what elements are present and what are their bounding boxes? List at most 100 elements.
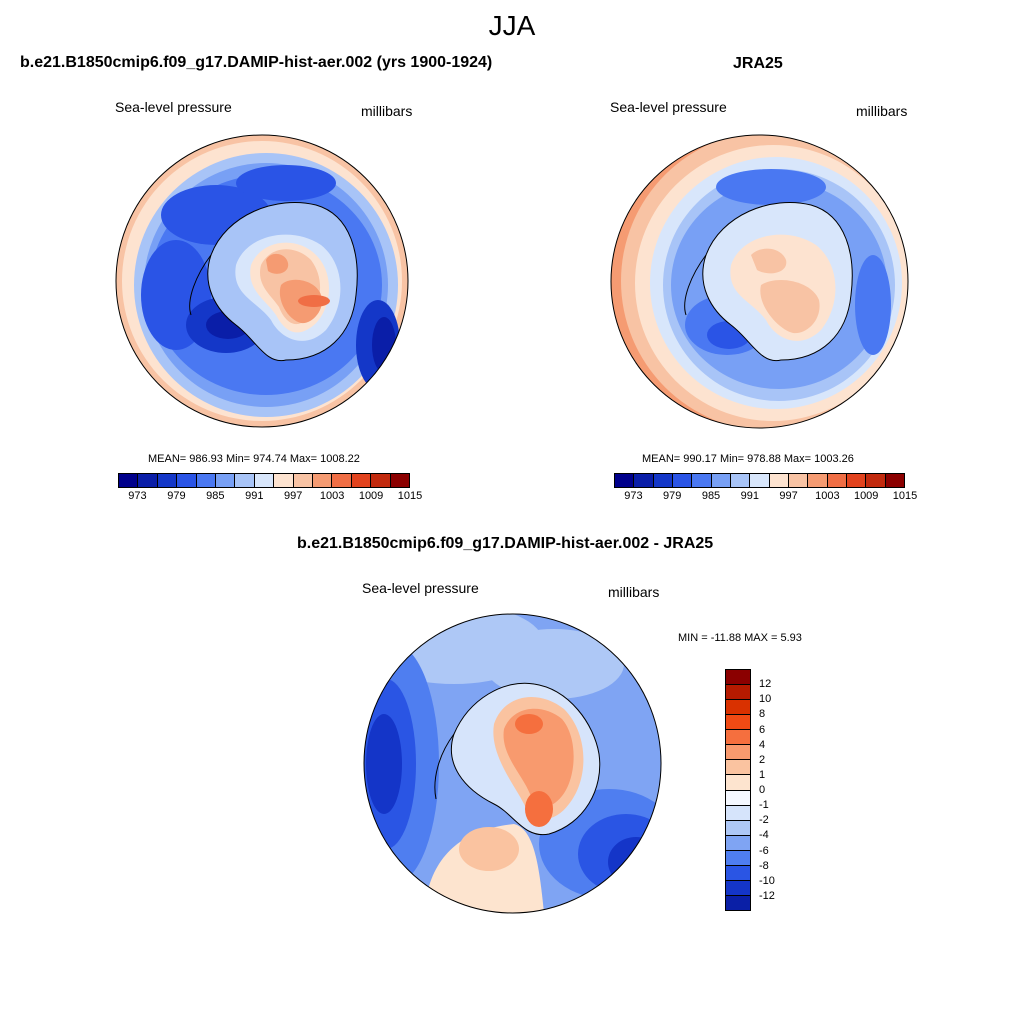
colorbar-cell bbox=[827, 474, 847, 487]
colorbar-tick-label: 1003 bbox=[815, 490, 840, 502]
panel2-units-label: millibars bbox=[856, 103, 908, 119]
colorbar-cell bbox=[711, 474, 731, 487]
colorbar-tick-label: 997 bbox=[284, 490, 303, 502]
panel3-peninsula bbox=[434, 733, 455, 800]
colorbar-cell bbox=[866, 474, 886, 487]
colorbar-cell bbox=[726, 700, 750, 716]
colorbar-cell bbox=[730, 474, 751, 487]
panel2-map bbox=[610, 134, 909, 429]
colorbar-tick-label: 6 bbox=[759, 723, 766, 736]
panel3-coastline bbox=[450, 682, 601, 836]
colorbar-tick-label: -1 bbox=[759, 799, 769, 812]
panel2-coastline bbox=[702, 201, 853, 362]
panel1-map bbox=[115, 134, 409, 428]
colorbar-cell bbox=[726, 745, 750, 761]
panel2-peninsula bbox=[684, 254, 707, 316]
colorbar-tick-label: 985 bbox=[206, 490, 225, 502]
colorbar-cell bbox=[274, 474, 294, 487]
colorbar-cell bbox=[177, 474, 197, 487]
colorbar-cell bbox=[788, 474, 809, 487]
colorbar-cell bbox=[634, 474, 654, 487]
colorbar-cell bbox=[390, 474, 410, 487]
colorbar-cell bbox=[726, 850, 750, 866]
colorbar-cell bbox=[726, 805, 750, 821]
colorbar-cell bbox=[254, 474, 275, 487]
colorbar-cell bbox=[235, 474, 255, 487]
colorbar-tick-label: 1015 bbox=[892, 490, 918, 502]
colorbar-tick-label: 979 bbox=[167, 490, 186, 502]
panel2-colorbar-ticks: 973 979 985 991 997 1003 1009 1015 bbox=[614, 488, 917, 502]
colorbar-tick-label: 1 bbox=[759, 768, 766, 781]
colorbar-tick-label: 2 bbox=[759, 753, 766, 766]
panel2-variable-label: Sea-level pressure bbox=[610, 99, 727, 115]
colorbar-tick-label: 0 bbox=[759, 784, 766, 796]
colorbar-cell bbox=[332, 474, 352, 487]
colorbar-cell bbox=[726, 820, 750, 836]
colorbar-tick-label: 8 bbox=[759, 708, 766, 721]
panel3-units-label: millibars bbox=[608, 584, 660, 600]
colorbar-cell bbox=[769, 474, 789, 487]
colorbar-cell bbox=[313, 474, 333, 487]
colorbar-cell bbox=[138, 474, 158, 487]
colorbar-tick-label: -6 bbox=[759, 844, 769, 857]
panel3-colorbar bbox=[725, 669, 751, 911]
colorbar-tick-label: 997 bbox=[779, 490, 798, 502]
colorbar-cell bbox=[196, 474, 217, 487]
panel3-map bbox=[363, 613, 662, 914]
colorbar-cell bbox=[750, 474, 770, 487]
panel2-colorbar: 973 979 985 991 997 1003 1009 1015 bbox=[614, 473, 917, 502]
colorbar-cell bbox=[157, 474, 178, 487]
panel3-title: b.e21.B1850cmip6.f09_g17.DAMIP-hist-aer.… bbox=[297, 535, 714, 552]
colorbar-cell bbox=[371, 474, 391, 487]
colorbar-tick-label: 1003 bbox=[319, 490, 345, 502]
colorbar-cell bbox=[119, 474, 139, 487]
panel1-peninsula bbox=[189, 254, 212, 316]
colorbar-tick-label: 991 bbox=[740, 490, 759, 502]
colorbar-cell bbox=[726, 730, 750, 746]
panel3-plateau-positive bbox=[503, 708, 574, 807]
colorbar-tick-label: 985 bbox=[701, 490, 721, 502]
panel2-plateau-high bbox=[760, 280, 820, 334]
colorbar-tick-label: 991 bbox=[245, 490, 264, 502]
colorbar-tick-label: 12 bbox=[759, 678, 772, 691]
panel3-colorbar-cells bbox=[725, 669, 751, 911]
colorbar-tick-label: 1009 bbox=[853, 490, 879, 502]
panel1-coastline bbox=[207, 201, 358, 362]
panel2-title: JRA25 bbox=[733, 55, 783, 72]
colorbar-cell bbox=[885, 474, 904, 487]
colorbar-cell bbox=[726, 775, 750, 791]
panel3-variable-label: Sea-level pressure bbox=[362, 580, 479, 596]
colorbar-tick-label: -8 bbox=[759, 859, 769, 872]
panel2-stats: MEAN= 990.17 Min= 978.88 Max= 1003.26 bbox=[642, 453, 854, 465]
colorbar-cell bbox=[672, 474, 693, 487]
panel3-colorbar-ticks: 12 10 8 6 4 2 1 0 -1 -2 -4 -6 -8 -10 -12 bbox=[759, 669, 799, 911]
colorbar-cell bbox=[726, 835, 750, 851]
colorbar-tick-label: 4 bbox=[759, 738, 766, 751]
panel2-colorbar-cells bbox=[614, 473, 905, 488]
colorbar-tick-label: 973 bbox=[128, 490, 147, 502]
colorbar-cell bbox=[846, 474, 867, 487]
colorbar-cell bbox=[808, 474, 828, 487]
colorbar-tick-label: 979 bbox=[663, 490, 682, 502]
colorbar-cell bbox=[351, 474, 372, 487]
panel1-colorbar: 973 979 985 991 997 1003 1009 1015 bbox=[118, 473, 422, 502]
colorbar-cell bbox=[726, 895, 750, 910]
colorbar-cell bbox=[726, 715, 750, 731]
colorbar-cell bbox=[726, 790, 750, 806]
colorbar-cell bbox=[653, 474, 673, 487]
colorbar-tick-label: -2 bbox=[759, 814, 769, 827]
colorbar-cell bbox=[726, 685, 750, 701]
colorbar-tick-label: 1009 bbox=[358, 490, 384, 502]
colorbar-cell bbox=[726, 880, 750, 896]
panel1-stats: MEAN= 986.93 Min= 974.74 Max= 1008.22 bbox=[148, 453, 360, 465]
colorbar-tick-label: 973 bbox=[624, 490, 643, 502]
colorbar-cell bbox=[692, 474, 712, 487]
colorbar-tick-label: -10 bbox=[759, 874, 775, 887]
colorbar-tick-label: -12 bbox=[759, 889, 775, 902]
colorbar-cell bbox=[293, 474, 314, 487]
colorbar-cell bbox=[726, 760, 750, 776]
colorbar-cell bbox=[615, 474, 635, 487]
panel1-variable-label: Sea-level pressure bbox=[115, 99, 232, 115]
colorbar-cell bbox=[216, 474, 236, 487]
panel1-title: b.e21.B1850cmip6.f09_g17.DAMIP-hist-aer.… bbox=[20, 54, 493, 71]
